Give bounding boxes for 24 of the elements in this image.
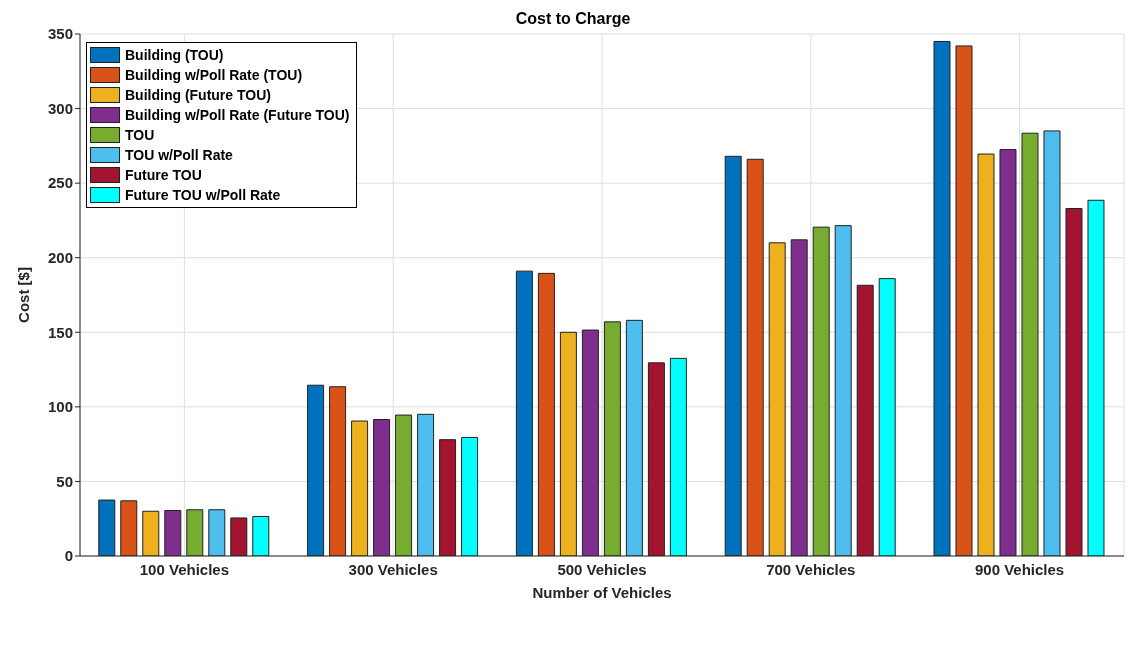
y-tick-label: 300 [47,99,73,117]
x-axis-title: Number of Vehicles [532,584,672,601]
legend-label: Future TOU w/Poll Rate [125,187,281,203]
legend-label: Building w/Poll Rate (TOU) [125,67,303,83]
legend-label: Building (Future TOU) [125,87,271,103]
y-tick-label: 0 [64,547,73,565]
x-tick-label: 900 Vehicles [974,560,1065,578]
y-axis-title: Cost [$] [15,267,33,323]
y-tick-label: 150 [47,323,73,341]
legend-label: Building w/Poll Rate (Future TOU) [125,107,350,123]
y-tick-label: 350 [47,25,73,43]
legend-label: Building (TOU) [125,47,224,63]
x-tick-label: 300 Vehicles [348,560,438,578]
y-tick-label: 200 [47,249,73,267]
chart-title: Cost to Charge [515,10,631,27]
legend-label: TOU w/Poll Rate [125,147,233,163]
y-tick-label: 50 [56,472,73,490]
legend-label: Future TOU [125,167,202,183]
y-tick-label: 250 [47,174,73,192]
x-tick-label: 700 Vehicles [766,560,856,578]
legend-label: TOU [125,127,155,143]
y-tick-label: 100 [47,398,73,416]
x-tick-label: 500 Vehicles [557,560,647,578]
x-tick-label: 100 Vehicles [139,560,230,578]
